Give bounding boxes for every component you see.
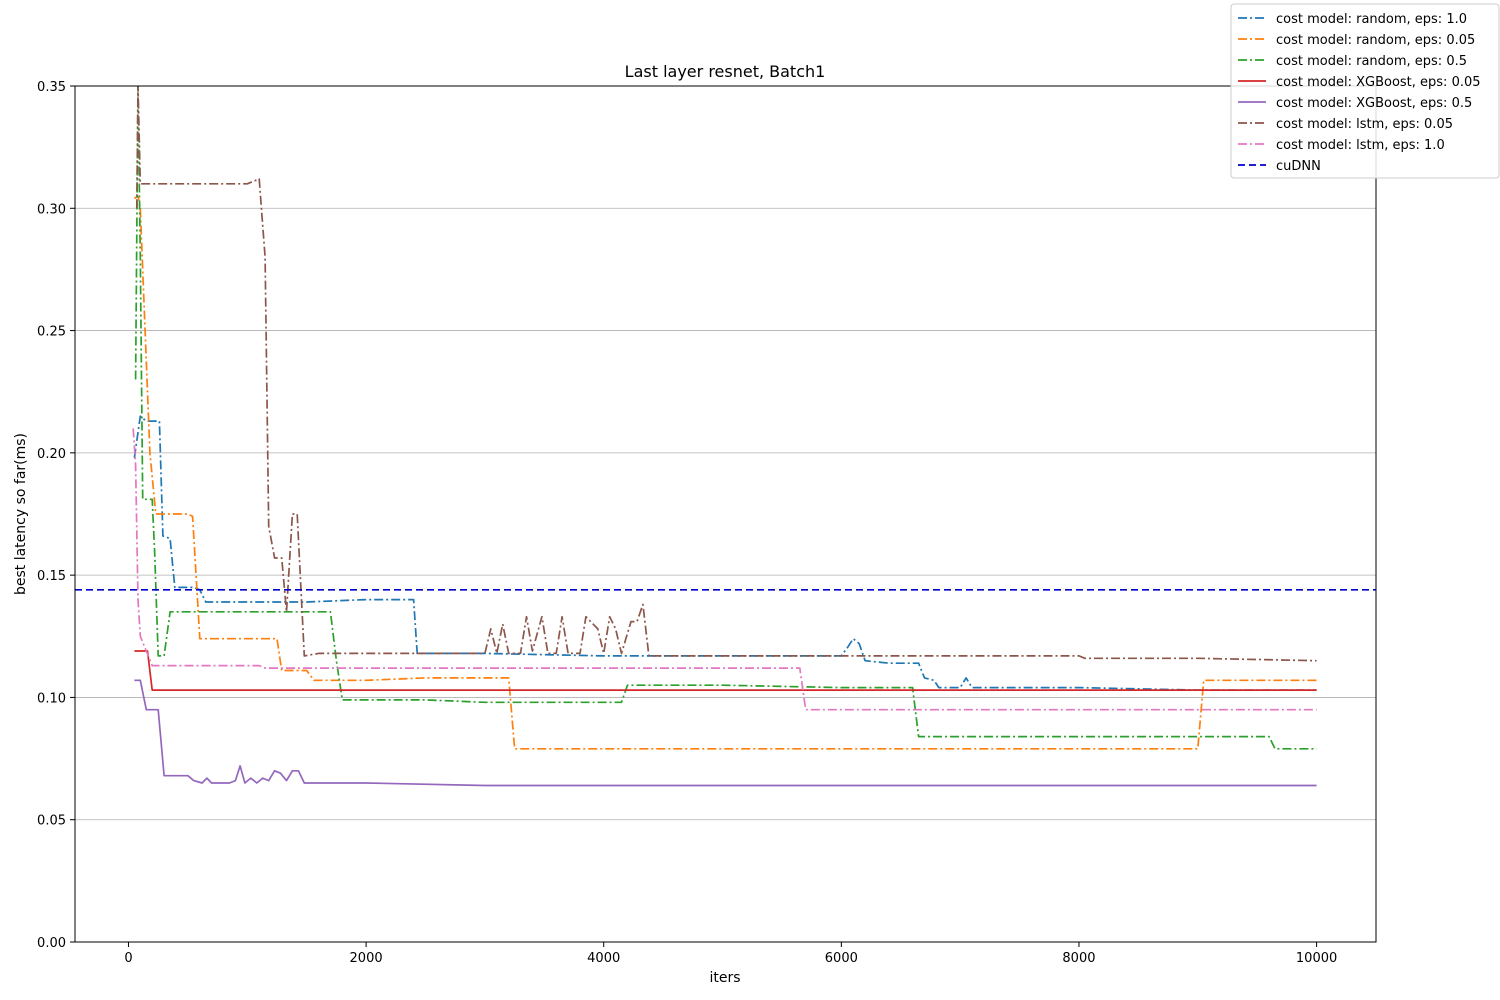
series-line-cost-model-lstm-eps-1-0: [132, 428, 1317, 711]
legend-box: [1230, 3, 1500, 179]
chart-title: Last layer resnet, Batch1: [625, 62, 826, 81]
plot-series: [75, 86, 1376, 787]
y-tick-label: 0.35: [37, 80, 66, 95]
y-tick-label: 0.20: [37, 447, 66, 462]
y-tick-label: 0.25: [37, 325, 66, 340]
series-line-cost-model-xgboost-eps-0-5: [134, 679, 1317, 787]
x-axis-ticks: 0 2000 4000 6000 8000 10000: [124, 942, 1337, 966]
x-tick-label: 8000: [1062, 951, 1095, 966]
y-tick-label: 0.30: [37, 202, 66, 217]
y-tick-label: 0.05: [37, 814, 66, 829]
legend-items: cost model: random, eps: 1.0 cost model: …: [1238, 12, 1481, 174]
legend-label: cost model: lstm, eps: 1.0: [1276, 138, 1445, 153]
x-tick-label: 6000: [825, 951, 858, 966]
x-tick-label: 10000: [1296, 951, 1337, 966]
y-tick-label: 0.10: [37, 691, 66, 706]
x-tick-label: 2000: [350, 951, 383, 966]
legend-label: cost model: random, eps: 1.0: [1276, 12, 1467, 27]
x-axis-label: iters: [709, 970, 740, 986]
y-axis-label: best latency so far(ms): [13, 433, 29, 595]
series-line-cost-model-random-eps-1-0: [133, 415, 1317, 691]
x-tick-label: 4000: [587, 951, 620, 966]
series-line-cost-model-lstm-eps-0-05: [135, 86, 1317, 662]
legend-label: cost model: random, eps: 0.05: [1276, 33, 1475, 48]
legend-label: cost model: lstm, eps: 0.05: [1276, 117, 1453, 132]
grid: [75, 85, 1376, 943]
y-tick-label: 0.00: [37, 936, 66, 951]
x-tick-label: 0: [124, 951, 132, 966]
y-tick-label: 0.15: [37, 569, 66, 584]
series-line-cost-model-random-eps-0-05: [133, 195, 1317, 750]
legend-label: cost model: random, eps: 0.5: [1276, 54, 1467, 69]
legend-label: cost model: XGBoost, eps: 0.5: [1276, 96, 1472, 111]
legend-label: cuDNN: [1276, 159, 1321, 174]
y-axis-ticks: 0.00 0.05 0.10 0.15 0.20 0.25 0.30 0.35: [37, 80, 75, 951]
legend: cost model: random, eps: 1.0 cost model: …: [1230, 3, 1500, 179]
series-line-cost-model-xgboost-eps-0-05: [134, 650, 1317, 691]
plot-frame: [74, 85, 1377, 943]
legend-label: cost model: XGBoost, eps: 0.05: [1276, 75, 1481, 90]
series-line-cost-model-random-eps-0-5: [134, 86, 1317, 750]
